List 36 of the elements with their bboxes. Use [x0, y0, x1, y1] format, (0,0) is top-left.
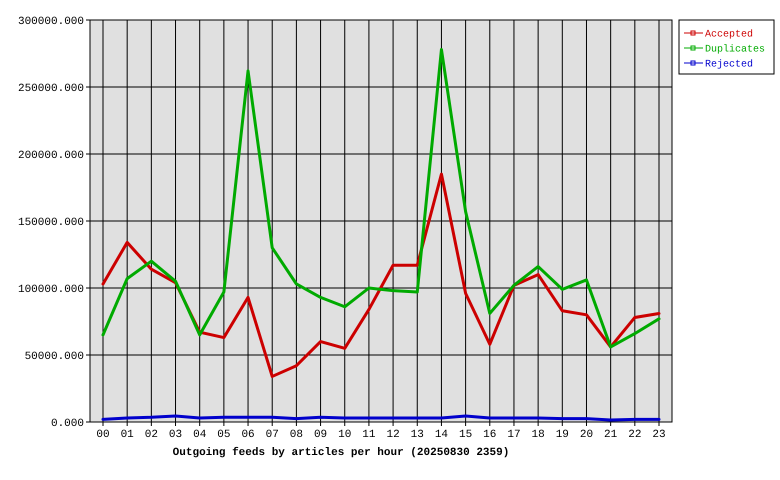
x-tick-label: 22	[628, 429, 642, 441]
x-tick-label: 11	[362, 429, 376, 441]
y-tick-label: 150000.000	[18, 216, 84, 229]
x-tick-label: 07	[266, 429, 279, 441]
x-tick-label: 10	[338, 429, 352, 441]
x-tick-label: 17	[507, 429, 521, 441]
x-tick-label: 15	[459, 429, 472, 441]
x-tick-label: 14	[434, 429, 448, 441]
x-tick-label: 21	[604, 429, 618, 441]
x-tick-label: 06	[241, 429, 255, 441]
y-tick-label: 200000.000	[18, 150, 84, 162]
y-tick-label: 100000.000	[18, 284, 84, 296]
x-tick-label: 02	[144, 429, 158, 441]
x-tick-label: 01	[120, 429, 134, 441]
y-tick-label: 0.000	[50, 418, 84, 430]
x-tick-label: 16	[483, 429, 496, 441]
x-tick-label: 00	[96, 429, 110, 441]
x-tick-label: 20	[580, 429, 594, 441]
legend-label: Accepted	[705, 28, 754, 40]
x-tick-label: 18	[532, 429, 545, 441]
line-series	[102, 48, 660, 348]
x-axis-title: Outgoing feeds by articles per hour (20250830 2359)	[172, 446, 510, 459]
legend-label: Duplicates	[705, 44, 766, 56]
x-tick-label: 08	[290, 429, 303, 441]
y-tick-label: 300000.000	[18, 16, 84, 28]
x-tick-label: 13	[410, 429, 424, 441]
y-tick-label: 250000.000	[18, 82, 84, 95]
x-tick-label: 23	[652, 429, 666, 441]
x-tick-label: 05	[217, 429, 230, 441]
x-tick-label: 19	[556, 429, 569, 441]
legend-label: Rejected	[705, 58, 754, 70]
y-tick-label: 50000.000	[24, 350, 84, 363]
x-tick-label: 09	[314, 429, 328, 441]
x-tick-label: 03	[168, 429, 182, 441]
x-tick-label: 04	[193, 429, 207, 441]
x-tick-label: 12	[386, 429, 400, 441]
